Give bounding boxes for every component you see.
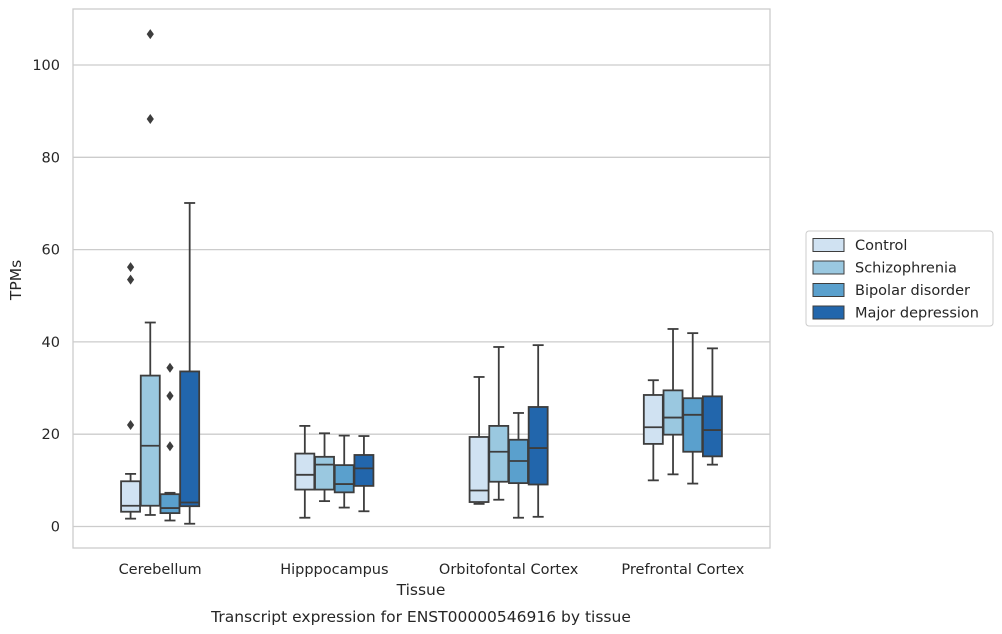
plot-frame <box>72 8 771 549</box>
iqr-box <box>294 452 316 491</box>
box-schizophrenia <box>139 29 161 516</box>
iqr-box <box>120 480 141 513</box>
iqr-box <box>682 397 704 453</box>
box-control <box>642 379 664 482</box>
iqr-box <box>333 464 355 494</box>
y-tick-label: 0 <box>51 520 60 536</box>
iqr-box <box>179 370 201 508</box>
outlier-point <box>126 274 135 285</box>
outlier-point <box>166 362 174 373</box>
y-axis-ticks: 0 20 40 60 80 100 <box>32 58 60 536</box>
iqr-box <box>642 394 664 445</box>
iqr-box <box>159 493 181 515</box>
outlier-point <box>146 29 154 40</box>
legend-label: Bipolar disorder <box>855 283 970 299</box>
box-control <box>468 376 490 505</box>
outlier-point <box>126 262 135 273</box>
legend: Control Schizophrenia Bipolar disorder Majo… <box>805 230 994 327</box>
outlier-point <box>166 390 174 401</box>
gridlines <box>73 64 770 528</box>
outlier-point <box>166 441 174 452</box>
iqr-box <box>139 374 161 507</box>
legend-label: Schizophrenia <box>855 261 957 277</box>
x-axis-title: Tissue <box>396 581 446 599</box>
chart-caption: Transcript expression for ENST0000054691… <box>210 608 631 626</box>
outlier-point <box>146 113 154 124</box>
iqr-box <box>488 424 510 483</box>
iqr-box <box>702 395 723 458</box>
outlier-point <box>126 419 135 430</box>
box-major-depression <box>527 344 549 518</box>
y-tick-label: 60 <box>42 243 60 259</box>
iqr-box <box>662 389 684 436</box>
legend-swatch <box>812 238 845 252</box>
legend-swatch <box>812 260 845 275</box>
box-control <box>294 424 316 519</box>
box-major-depression <box>702 347 723 466</box>
legend-frame <box>805 230 994 327</box>
x-tick-label: Prefrontal Cortex <box>621 562 744 578</box>
iqr-box <box>527 406 549 486</box>
legend-swatch <box>812 305 845 320</box>
y-tick-label: 40 <box>42 335 60 351</box>
box-major-depression <box>353 435 375 513</box>
x-axis-ticks: Cerebellum Hipppocampus Orbitofontal Corte… <box>119 562 745 578</box>
box-bipolar-disorder <box>682 332 704 485</box>
iqr-box <box>314 455 335 491</box>
y-tick-label: 100 <box>32 58 60 74</box>
x-tick-label: Cerebellum <box>119 562 202 578</box>
legend-label: Control <box>855 238 907 254</box>
iqr-box <box>468 436 490 503</box>
y-axis-title: TPMs <box>7 260 25 301</box>
box-bipolar-disorder <box>508 412 529 519</box>
box-schizophrenia <box>488 346 510 501</box>
box-bipolar-disorder <box>333 434 355 509</box>
iqr-box <box>353 454 375 487</box>
boxes <box>120 29 723 525</box>
box-major-depression <box>179 202 201 525</box>
x-tick-label: Orbitofontal Cortex <box>439 562 579 578</box>
y-tick-label: 80 <box>42 150 60 166</box>
box-bipolar-disorder <box>159 362 181 522</box>
box-schizophrenia <box>662 328 684 476</box>
x-tick-label: Hipppocampus <box>280 562 388 578</box>
box-schizophrenia <box>314 432 335 503</box>
box-control <box>120 262 141 520</box>
y-tick-label: 20 <box>42 427 60 443</box>
legend-label: Major depression <box>855 306 979 322</box>
legend-swatch <box>812 283 845 297</box>
